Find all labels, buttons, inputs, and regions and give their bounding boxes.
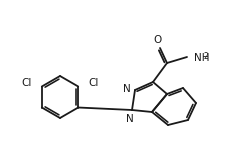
Text: N: N: [126, 114, 134, 124]
Text: Cl: Cl: [88, 78, 99, 88]
Text: Cl: Cl: [22, 78, 32, 88]
Text: O: O: [154, 35, 162, 45]
Text: 2: 2: [203, 52, 208, 60]
Text: NH: NH: [194, 53, 209, 63]
Text: N: N: [123, 84, 131, 94]
